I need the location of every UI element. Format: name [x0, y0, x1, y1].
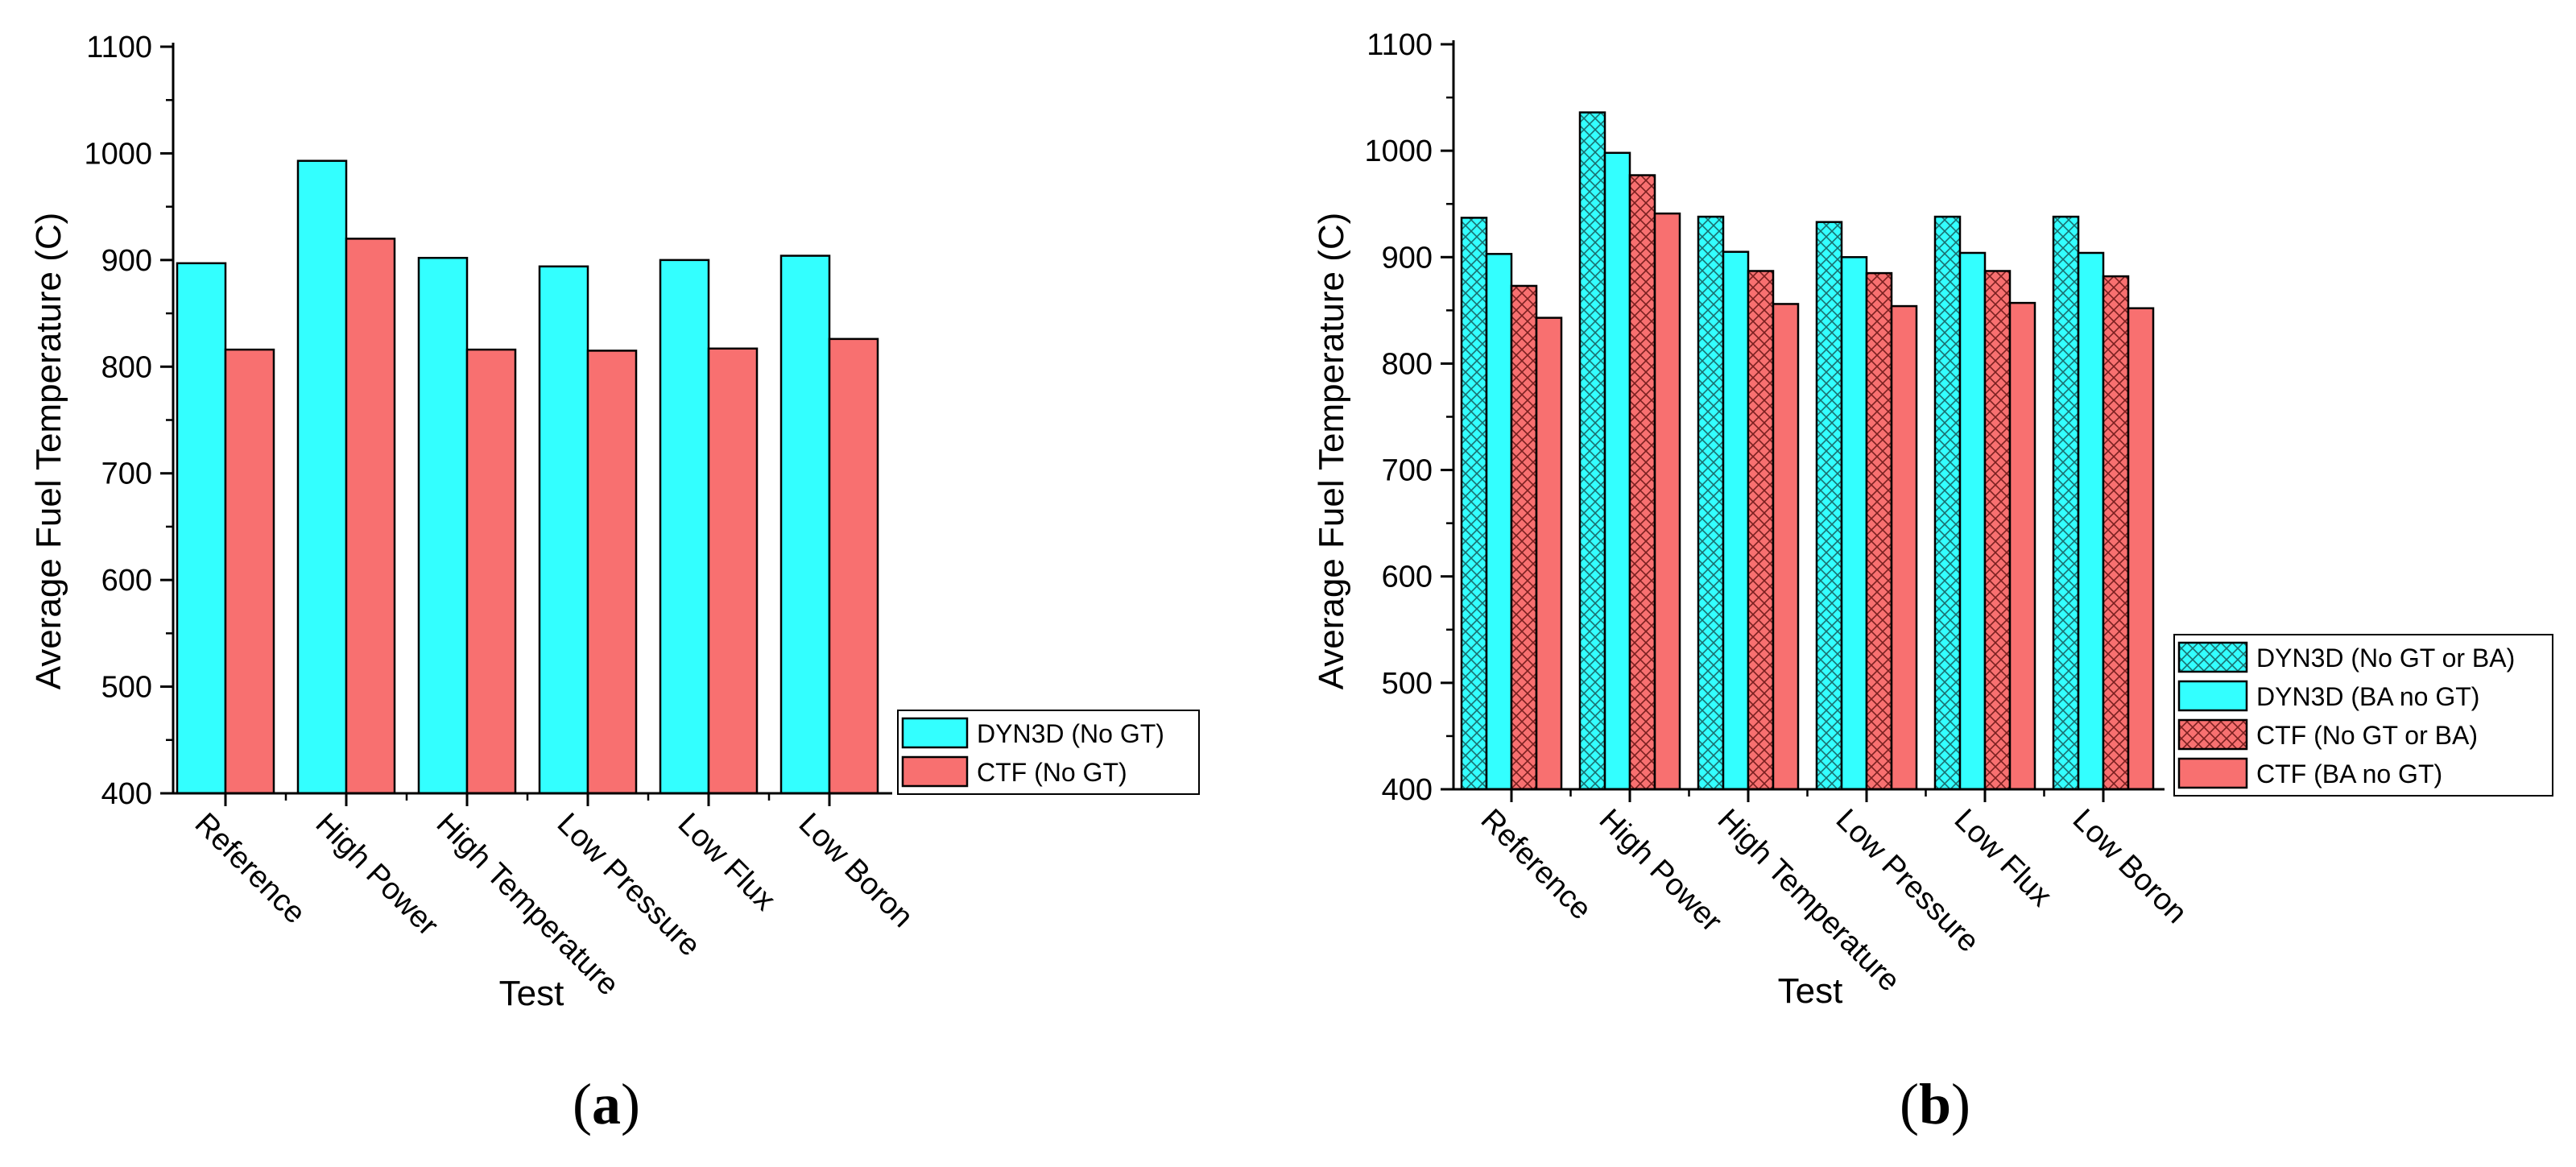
bar-b-s3-c3	[1890, 304, 1918, 791]
bar-b-s2-c4	[1983, 270, 2012, 791]
bar-b-s1-c0	[1485, 253, 1513, 791]
x-axis-title-b: Test	[1778, 971, 1843, 1011]
chart-panel-b: 400 500 600 700 800 900 1000 1100 ReferenceHigh …	[1312, 28, 2553, 1136]
legend-b: DYN3D (No GT or BA) DYN3D (BA no GT) CTF (…	[2173, 634, 2553, 797]
panel-letter-a: a	[592, 1072, 621, 1136]
y-tick-label-a-7: 1100	[86, 31, 152, 64]
bar-a-s1-c3	[586, 350, 638, 795]
bar-a-s0-c2	[417, 256, 469, 795]
y-axis-title-a: Average Fuel Temperature (C)	[29, 213, 68, 690]
bar-a-s1-c2	[465, 348, 517, 795]
bar-b-s0-c0	[1460, 217, 1488, 791]
bar-a-s0-c1	[296, 159, 348, 795]
x-tick-label-a-5: Low Boron	[792, 807, 920, 934]
legend-a: DYN3D (No GT) CTF (No GT)	[897, 710, 1200, 795]
legend-label-a-0: DYN3D (No GT)	[977, 719, 1164, 748]
legend-label-b-3: CTF (BA no GT)	[2256, 759, 2442, 788]
bar-b-s1-c4	[1958, 251, 1987, 791]
y-tick-label-b-3: 700	[1382, 454, 1433, 488]
panel-letter-b: b	[1919, 1072, 1951, 1136]
x-tick-label-a-1: High Power	[309, 807, 445, 943]
legend-swatch-b-3	[2177, 757, 2248, 789]
y-tick-label-b-0: 400	[1382, 773, 1433, 807]
bar-b-s0-c2	[1697, 215, 1725, 791]
bar-b-s0-c3	[1815, 221, 1843, 791]
y-tick-label-a-2: 600	[101, 564, 152, 598]
y-tick-label-b-7: 1100	[1367, 28, 1433, 62]
y-tick-label-b-4: 800	[1382, 347, 1433, 381]
panel-label-a: (a)	[573, 1072, 640, 1136]
legend-swatch-b-2	[2177, 718, 2248, 751]
bar-b-s2-c2	[1747, 270, 1775, 791]
legend-swatch-a-0	[901, 717, 969, 749]
bar-a-s1-c1	[345, 238, 396, 795]
bar-a-s1-c0	[224, 348, 275, 795]
x-tick-label-a-4: Low Flux	[672, 807, 782, 917]
bar-b-s3-c1	[1653, 212, 1681, 791]
x-tick-label-b-1: High Power	[1593, 803, 1729, 939]
bar-b-s0-c4	[1933, 215, 1962, 791]
y-tick-label-b-5: 900	[1382, 241, 1433, 275]
y-tick-label-a-6: 1000	[84, 137, 152, 171]
legend-label-b-1: DYN3D (BA no GT)	[2256, 682, 2479, 711]
y-axis-title-b: Average Fuel Temperature (C)	[1312, 213, 1351, 690]
bars-a	[176, 159, 879, 795]
bar-b-s2-c5	[2102, 275, 2130, 791]
bar-b-s3-c2	[1772, 303, 1800, 791]
x-tick-label-b-4: Low Flux	[1948, 803, 2058, 913]
y-tick-label-a-4: 800	[101, 350, 152, 384]
y-tick-label-b-6: 1000	[1364, 134, 1433, 168]
bar-a-s1-c4	[707, 347, 759, 795]
bar-a-s1-c5	[828, 337, 879, 795]
bar-b-s1-c2	[1722, 250, 1750, 791]
bar-b-s2-c1	[1628, 174, 1656, 791]
panel-label-b: (b)	[1900, 1072, 1970, 1136]
y-tick-label-a-3: 700	[101, 457, 152, 491]
y-tick-label-b-1: 500	[1382, 667, 1433, 701]
bars-b	[1460, 111, 2155, 791]
bar-b-s2-c0	[1510, 284, 1538, 791]
bar-a-s0-c0	[176, 262, 227, 795]
bar-b-s3-c0	[1535, 317, 1563, 791]
x-tick-label-b-5: Low Boron	[2066, 803, 2194, 930]
bar-b-s0-c1	[1578, 111, 1606, 791]
x-tick-label-b-0: Reference	[1474, 803, 1598, 927]
y-tick-label-b-2: 600	[1382, 561, 1433, 594]
legend-label-b-0: DYN3D (No GT or BA)	[2256, 644, 2515, 672]
y-tick-label-a-1: 500	[101, 671, 152, 705]
legend-swatch-b-1	[2177, 680, 2248, 712]
legend-swatch-b-0	[2177, 641, 2248, 673]
legend-swatch-a-1	[901, 755, 969, 788]
x-axis-title-a: Test	[499, 974, 564, 1013]
legend-label-a-1: CTF (No GT)	[977, 758, 1127, 787]
y-tick-label-a-0: 400	[101, 777, 152, 811]
bar-a-s0-c3	[538, 265, 589, 795]
bar-b-s2-c3	[1865, 271, 1893, 791]
chart-panel-a: 400 500 600 700 800 900 1000 1100 ReferenceHigh …	[29, 31, 1200, 1136]
bar-b-s1-c1	[1603, 151, 1631, 791]
x-tick-label-a-0: Reference	[188, 807, 312, 931]
bar-b-s1-c3	[1840, 256, 1868, 791]
bar-a-s0-c4	[659, 259, 710, 795]
legend-label-b-2: CTF (No GT or BA)	[2256, 721, 2478, 750]
bar-a-s0-c5	[779, 255, 831, 795]
bar-b-s3-c5	[2127, 307, 2155, 791]
bar-b-s0-c5	[2052, 215, 2080, 791]
y-tick-label-a-5: 900	[101, 244, 152, 278]
bar-b-s3-c4	[2008, 301, 2036, 791]
bar-b-s1-c5	[2077, 251, 2105, 791]
